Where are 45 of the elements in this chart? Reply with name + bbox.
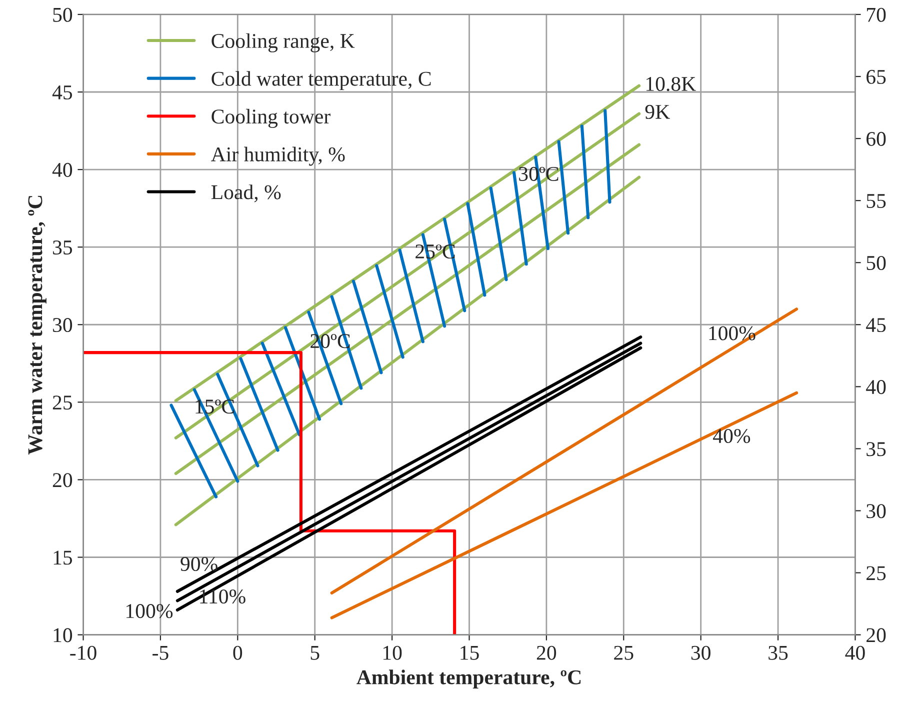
legend-label: Air humidity, % [211, 146, 345, 166]
y-tick-label: 10 [54, 628, 72, 642]
y2-tick-label: 70 [867, 8, 886, 22]
legend-label: Cooling range, K [212, 33, 355, 52]
annotation: 100% [126, 604, 173, 618]
legend-label: Load, % [211, 184, 281, 202]
y-tick-label: 40 [52, 162, 72, 177]
y2-tick-label: 35 [866, 442, 886, 456]
y-tick-label: 35 [53, 240, 72, 255]
y2-tick-label: 40 [866, 380, 886, 394]
x-tick-label: 5 [310, 646, 320, 660]
y2-tick-label: 20 [866, 628, 886, 642]
x-axis-title: Ambient temperature, ºC [356, 670, 581, 689]
x-tick-label: 25 [614, 646, 634, 660]
annotation: 10.8K [646, 76, 696, 92]
x-tick-label: 30 [691, 646, 710, 660]
y-tick-label: 15 [54, 550, 72, 565]
x-tick-label: 20 [536, 646, 556, 660]
annotation: 9K [645, 104, 670, 119]
x-tick-label: 40 [845, 646, 865, 660]
x-tick-label: 15 [460, 646, 479, 660]
annotation: 90% [180, 556, 218, 572]
y-tick-label: 50 [53, 8, 72, 22]
y2-tick-label: 60 [866, 132, 886, 146]
y2-tick-label: 65 [866, 70, 886, 84]
x-tick-label: -5 [152, 646, 168, 660]
annotation: 100% [709, 326, 756, 340]
y-tick-label: 25 [52, 396, 72, 410]
y2-tick-label: 45 [866, 318, 886, 332]
legend-label: Cold water temperature, C [212, 71, 431, 90]
annotation: 110% [200, 589, 246, 604]
y2-tick-label: 55 [866, 194, 886, 208]
x-tick-label: 0 [233, 646, 242, 660]
x-tick-label: 35 [768, 646, 788, 660]
y-tick-label: 30 [53, 318, 72, 332]
y2-tick-label: 25 [866, 566, 886, 580]
y-tick-label: 45 [52, 86, 72, 100]
y-axis-title: Warm water temperature, ºC [28, 196, 46, 455]
y2-tick-label: 30 [866, 504, 886, 518]
annotation: 40% [713, 428, 750, 444]
x-tick-label: -10 [70, 646, 96, 660]
x-tick-label: 10 [383, 646, 402, 660]
y-tick-label: 20 [52, 473, 72, 488]
y2-tick-label: 50 [866, 256, 886, 270]
legend-label: Cooling tower [212, 108, 330, 128]
